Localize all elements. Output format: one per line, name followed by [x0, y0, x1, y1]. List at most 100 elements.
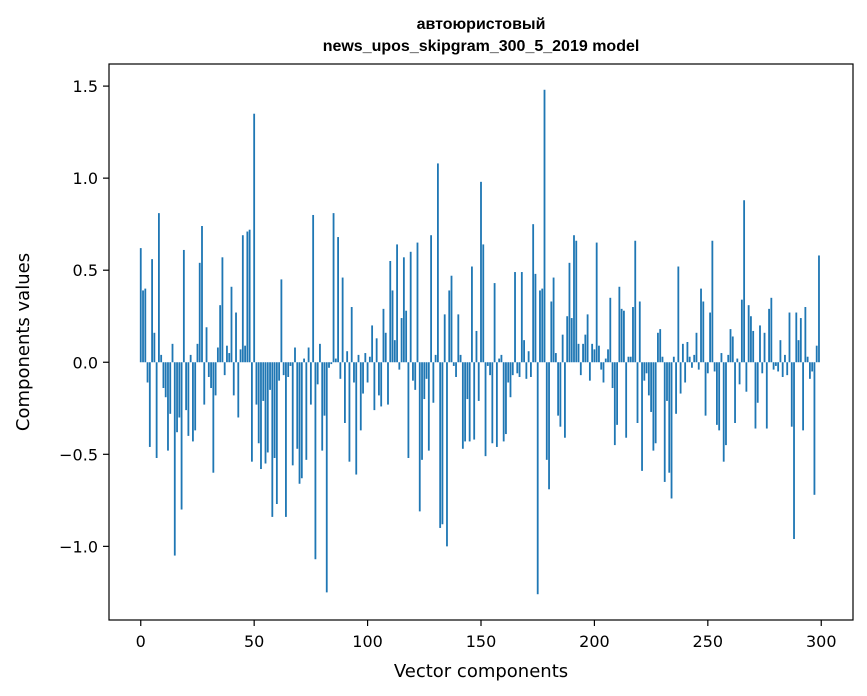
bar [389, 260, 392, 363]
bar [514, 272, 516, 363]
bar [634, 240, 637, 363]
bar [505, 362, 507, 435]
bar [713, 362, 716, 372]
bar [171, 343, 174, 363]
bar [421, 362, 423, 460]
bar [348, 362, 351, 462]
bar [650, 362, 653, 412]
y-tick-label: 0.0 [73, 353, 98, 372]
bar [754, 362, 757, 429]
bar [575, 240, 578, 363]
bar [244, 345, 246, 363]
bar [380, 362, 383, 407]
bar [178, 362, 181, 418]
bar [672, 356, 675, 363]
bar [743, 200, 746, 363]
bar [709, 312, 711, 363]
bar [219, 305, 222, 363]
bar [539, 290, 541, 363]
bar [815, 345, 818, 363]
bar [375, 338, 378, 363]
bar [802, 362, 804, 431]
bar [228, 353, 231, 363]
bar [316, 362, 319, 385]
bar [591, 343, 594, 363]
bar [586, 314, 589, 363]
bar [162, 362, 165, 389]
bar [620, 308, 623, 363]
bar [253, 113, 256, 363]
x-tick-label: 50 [244, 632, 264, 651]
bar [552, 277, 555, 363]
bar [541, 288, 544, 363]
bar [187, 362, 190, 436]
bar [328, 362, 330, 368]
x-tick-label: 300 [806, 632, 837, 651]
bar [430, 235, 432, 363]
bar [330, 362, 333, 365]
bar [237, 362, 240, 418]
bar [355, 362, 358, 475]
bar [146, 362, 149, 383]
bar [675, 362, 677, 414]
bar [226, 345, 228, 363]
bar [545, 362, 548, 460]
bar [668, 362, 671, 473]
bar [282, 362, 285, 376]
bar [641, 362, 643, 471]
bar [189, 354, 192, 363]
bar [294, 347, 296, 363]
bar [262, 362, 265, 401]
bar [582, 343, 584, 363]
bar [527, 351, 530, 363]
bar [334, 358, 337, 363]
bar [167, 362, 169, 451]
bar [779, 340, 782, 363]
bar [579, 362, 582, 376]
x-tick-label: 100 [352, 632, 383, 651]
bar [312, 214, 315, 363]
bar [353, 362, 355, 383]
bar [439, 362, 442, 528]
bar [511, 362, 514, 376]
bar [305, 362, 308, 460]
chart-title-line1: автоюристовый [417, 16, 546, 33]
bar [314, 362, 317, 560]
bar [275, 362, 278, 505]
bar [564, 362, 566, 438]
y-tick-label: 1.5 [73, 77, 98, 96]
bar [264, 362, 267, 464]
bar [368, 356, 371, 363]
bar [464, 362, 467, 442]
bar [216, 347, 219, 363]
bar [319, 343, 321, 363]
y-tick-label: −1.0 [59, 537, 98, 556]
bar [471, 266, 473, 363]
bar [412, 362, 414, 381]
bar [323, 362, 326, 416]
bar [600, 362, 603, 370]
bar [266, 362, 269, 453]
bar [781, 362, 784, 377]
bar [450, 275, 453, 363]
bar [321, 362, 324, 451]
bar [691, 362, 693, 368]
bar [618, 286, 621, 363]
bar [559, 362, 562, 427]
bar [693, 354, 696, 363]
bar [452, 362, 455, 366]
bar [196, 343, 199, 363]
bar [700, 288, 702, 363]
bar [251, 362, 253, 462]
bar [416, 242, 419, 363]
x-tick-label: 150 [466, 632, 497, 651]
bar [289, 362, 292, 366]
bar [561, 334, 564, 363]
bar [809, 362, 811, 379]
bar [201, 226, 203, 363]
bar [457, 314, 460, 363]
bar [158, 213, 160, 363]
bar [484, 362, 487, 457]
bar [337, 237, 339, 363]
bar [536, 362, 539, 595]
